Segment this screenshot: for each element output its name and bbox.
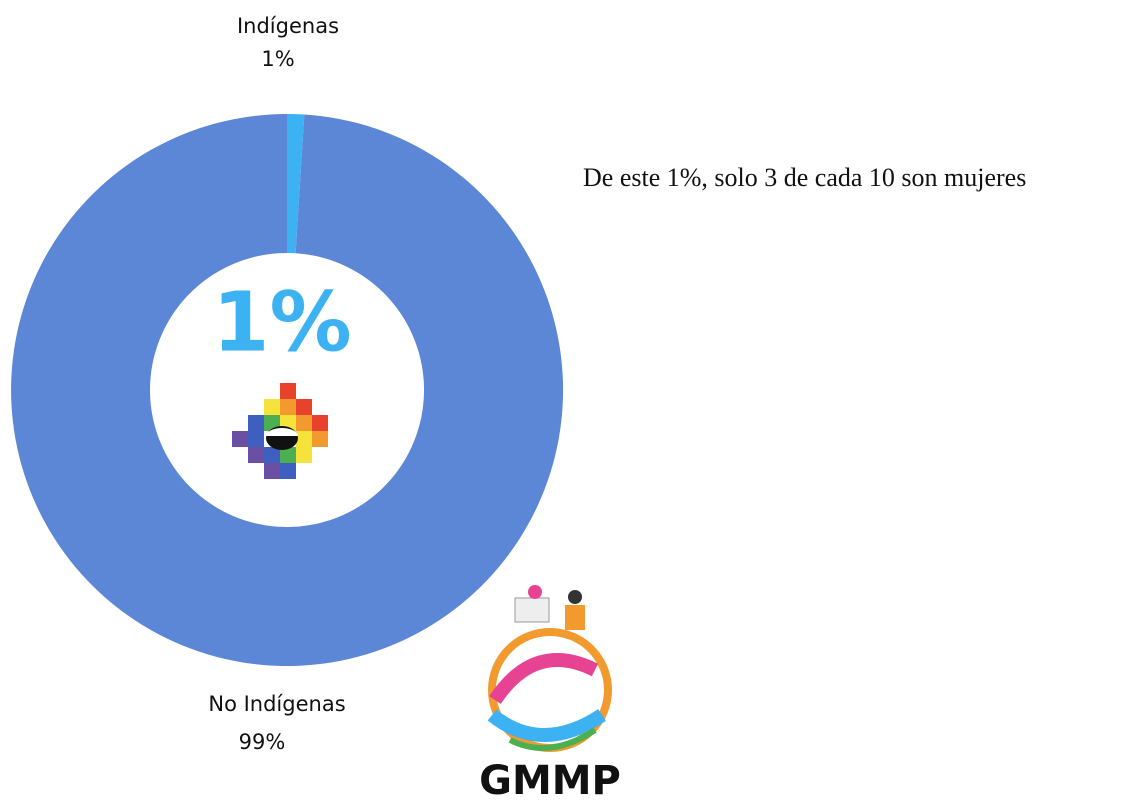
center-label: 1% <box>212 275 351 370</box>
value-label: 99% <box>239 730 286 754</box>
logo: GMMP <box>479 585 621 803</box>
logo-text: GMMP <box>479 758 621 803</box>
flag-icon <box>232 383 328 479</box>
value-label: 1% <box>261 47 294 71</box>
chart: 1% De este 1%, solo 3 de cada 10 son muj… <box>0 0 1147 803</box>
category-label: No Indígenas <box>208 692 345 716</box>
category-label: Indígenas <box>237 14 339 38</box>
annotation: De este 1%, solo 3 de cada 10 son mujere… <box>583 163 1026 192</box>
